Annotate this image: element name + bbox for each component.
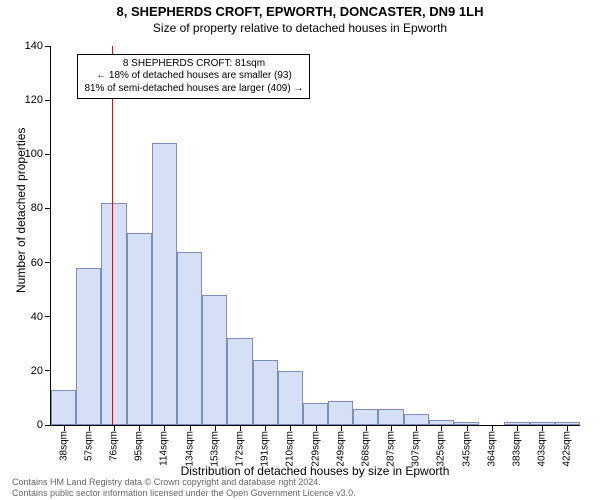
annotation-line3: 81% of semi-detached houses are larger (… [84, 83, 303, 96]
x-tick-label: 403sqm [537, 431, 548, 467]
x-tick-label: 114sqm [159, 431, 170, 466]
histogram-bar [253, 360, 278, 425]
x-tick-label: 134sqm [184, 431, 195, 467]
x-tick-label: 383sqm [512, 431, 523, 467]
chart-titles: 8, SHEPHERDS CROFT, EPWORTH, DONCASTER, … [0, 0, 600, 35]
x-tick-label: 38sqm [58, 431, 69, 461]
x-tick-label: 191sqm [260, 431, 271, 467]
y-tick-label: 60 [31, 257, 43, 269]
x-tick-label: 57sqm [83, 431, 94, 461]
x-tick-label: 172sqm [234, 431, 245, 467]
y-tick-label: 140 [25, 40, 43, 52]
y-tick [45, 208, 51, 209]
footnote: Contains HM Land Registry data © Crown c… [12, 477, 356, 498]
x-tick-label: 325sqm [436, 431, 447, 467]
y-tick-label: 20 [31, 365, 43, 377]
x-tick-label: 307sqm [411, 431, 422, 467]
y-tick-label: 40 [31, 311, 43, 323]
x-tick-label: 95sqm [134, 431, 145, 461]
histogram-bar [227, 338, 252, 425]
x-tick-label: 268sqm [360, 431, 371, 467]
histogram-bar [328, 401, 353, 425]
y-tick [45, 100, 51, 101]
property-marker-line [112, 46, 113, 425]
histogram-bar [177, 252, 202, 425]
y-tick-label: 0 [37, 419, 43, 431]
y-tick [45, 154, 51, 155]
x-tick-label: 210sqm [285, 431, 296, 467]
histogram-bar [353, 409, 378, 425]
annotation-box: 8 SHEPHERDS CROFT: 81sqm ← 18% of detach… [77, 54, 310, 100]
footnote-line2: Contains public sector information licen… [12, 488, 356, 498]
x-tick-label: 249sqm [335, 431, 346, 467]
footnote-line1: Contains HM Land Registry data © Crown c… [12, 477, 356, 487]
x-tick-label: 153sqm [209, 431, 220, 467]
histogram-bar [404, 414, 429, 425]
histogram-bar [127, 233, 152, 425]
y-tick [45, 262, 51, 263]
x-tick-label: 345sqm [461, 431, 472, 467]
annotation-line2: ← 18% of detached houses are smaller (93… [84, 70, 303, 83]
chart-subtitle: Size of property relative to detached ho… [0, 21, 600, 35]
y-tick [45, 370, 51, 371]
histogram-bar [51, 390, 76, 425]
x-tick-label: 229sqm [310, 431, 321, 467]
y-tick [45, 46, 51, 47]
histogram-bar [278, 371, 303, 425]
chart-title-address: 8, SHEPHERDS CROFT, EPWORTH, DONCASTER, … [0, 4, 600, 19]
plot-area: 8 SHEPHERDS CROFT: 81sqm ← 18% of detach… [50, 46, 580, 426]
histogram-bar [378, 409, 403, 425]
histogram-bar [101, 203, 126, 425]
histogram-bar [202, 295, 227, 425]
x-tick-label: 422sqm [562, 431, 573, 467]
x-tick-label: 364sqm [486, 431, 497, 467]
histogram-bar [76, 268, 101, 425]
histogram-bar [303, 403, 328, 425]
y-tick-label: 120 [25, 94, 43, 106]
y-tick-label: 80 [31, 202, 43, 214]
y-tick [45, 316, 51, 317]
histogram-bars [51, 46, 580, 425]
y-tick [45, 425, 51, 426]
y-tick-label: 100 [25, 148, 43, 160]
x-tick-label: 287sqm [386, 431, 397, 467]
x-axis-label: Distribution of detached houses by size … [50, 464, 580, 478]
x-tick-label: 76sqm [108, 431, 119, 461]
histogram-bar [152, 143, 177, 425]
annotation-line1: 8 SHEPHERDS CROFT: 81sqm [84, 58, 303, 71]
